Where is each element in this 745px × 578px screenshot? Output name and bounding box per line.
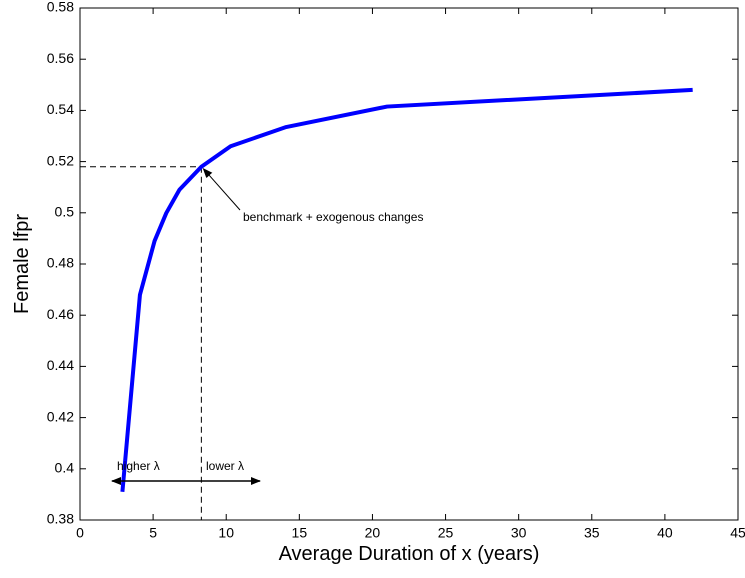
annotation-text: benchmark + exogenous changes <box>243 210 423 224</box>
plot-frame <box>79 7 739 521</box>
y-tick-label: 0.42 <box>47 408 74 424</box>
x-axis-label: Average Duration of x (years) <box>279 543 540 565</box>
annotation-arrow <box>202 167 241 211</box>
annotation-text: lower λ <box>206 459 244 473</box>
x-tick-label: 20 <box>365 525 381 541</box>
x-tick-label: 15 <box>292 525 308 541</box>
y-axis-label: Female lfpr <box>11 214 33 314</box>
x-tick-label: 0 <box>76 525 84 541</box>
y-tick-label: 0.52 <box>47 152 74 168</box>
y-tick-label: 0.56 <box>47 50 74 66</box>
y-tick-label: 0.46 <box>47 306 74 322</box>
data-line <box>120 87 693 493</box>
x-tick-label: 25 <box>438 525 454 541</box>
y-tick-label: 0.44 <box>47 357 74 373</box>
y-tick-label: 0.58 <box>47 0 74 15</box>
y-tick-label: 0.5 <box>55 204 75 220</box>
x-tick-label: 10 <box>218 525 234 541</box>
y-tick-label: 0.4 <box>55 460 75 476</box>
y-tick-label: 0.38 <box>47 511 74 527</box>
x-tick-label: 30 <box>511 525 527 541</box>
y-tick-label: 0.54 <box>47 101 74 117</box>
x-tick-label: 45 <box>730 525 745 541</box>
x-tick-label: 5 <box>149 525 157 541</box>
x-tick-label: 35 <box>584 525 600 541</box>
y-tick-label: 0.48 <box>47 255 74 271</box>
annotation-text: higher λ <box>117 459 160 473</box>
x-tick-label: 40 <box>657 525 673 541</box>
